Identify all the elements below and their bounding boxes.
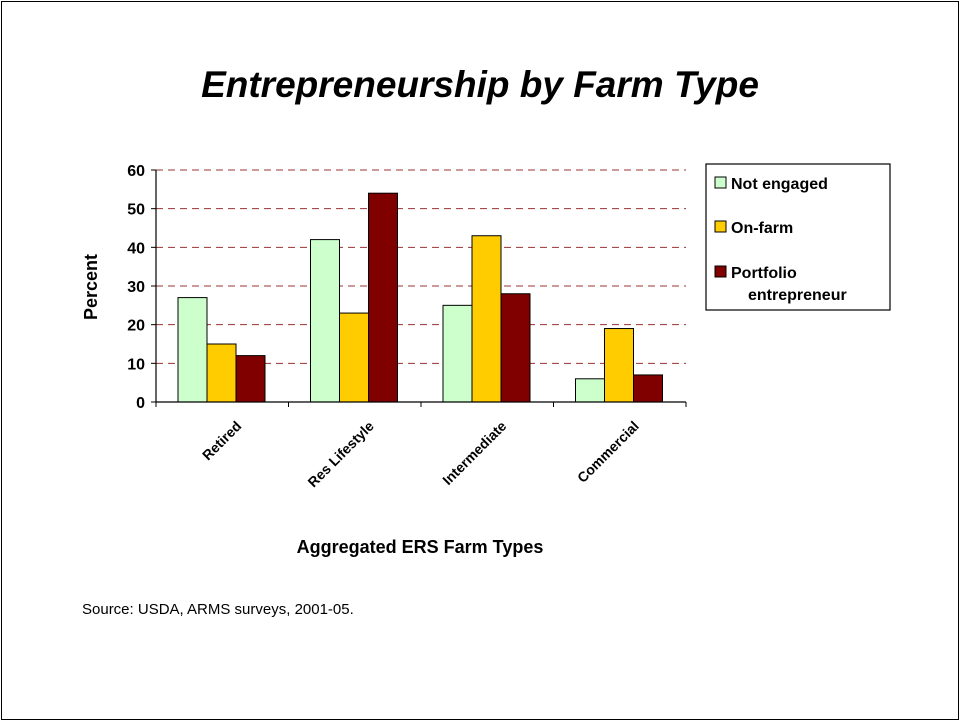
legend-swatch (714, 176, 727, 189)
y-tick-label: 20 (127, 318, 145, 335)
source-note: Source: USDA, ARMS surveys, 2001-05. (82, 601, 354, 618)
bar-portfolio-entrepreneur (235, 355, 266, 403)
legend-label: Not engaged (731, 176, 828, 193)
bar-portfolio-entrepreneur (500, 293, 531, 403)
bar-not-engaged (442, 304, 473, 403)
bar-not-engaged (575, 378, 605, 403)
x-tick-label: Res Lifestyle (304, 418, 377, 491)
bar-portfolio-entrepreneur (368, 192, 398, 403)
legend-swatch (714, 265, 727, 278)
bar-not-engaged (310, 239, 340, 403)
y-tick-label: 60 (127, 163, 145, 180)
x-tick-label: Commercial (574, 418, 642, 486)
legend-box (705, 163, 891, 311)
y-axis-title: Percent (81, 254, 101, 320)
y-tick-label: 50 (127, 202, 145, 219)
legend-label: On-farm (731, 220, 793, 237)
bar-on-farm (339, 312, 369, 403)
bar-not-engaged (177, 297, 208, 403)
x-tick-label: Intermediate (439, 418, 509, 488)
bar-on-farm (206, 343, 237, 403)
y-tick-label: 0 (136, 395, 145, 412)
y-tick-label: 40 (127, 240, 145, 257)
legend-swatch (714, 220, 727, 233)
legend: Not engaged On-farm Portfolio entrepreneur (705, 163, 891, 311)
bars (177, 192, 663, 403)
bar-on-farm (471, 235, 502, 403)
x-tick-label: Retired (199, 418, 244, 463)
slide-title: Entrepreneurship by Farm Type (201, 64, 759, 105)
x-axis-title: Aggregated ERS Farm Types (297, 537, 544, 557)
y-tick-label: 30 (127, 279, 145, 296)
bar-on-farm (604, 328, 634, 403)
y-tick-label: 10 (127, 356, 145, 373)
axes (151, 169, 687, 407)
legend-label: Portfolio entrepreneur (731, 265, 847, 304)
bar-portfolio-entrepreneur (633, 374, 663, 403)
